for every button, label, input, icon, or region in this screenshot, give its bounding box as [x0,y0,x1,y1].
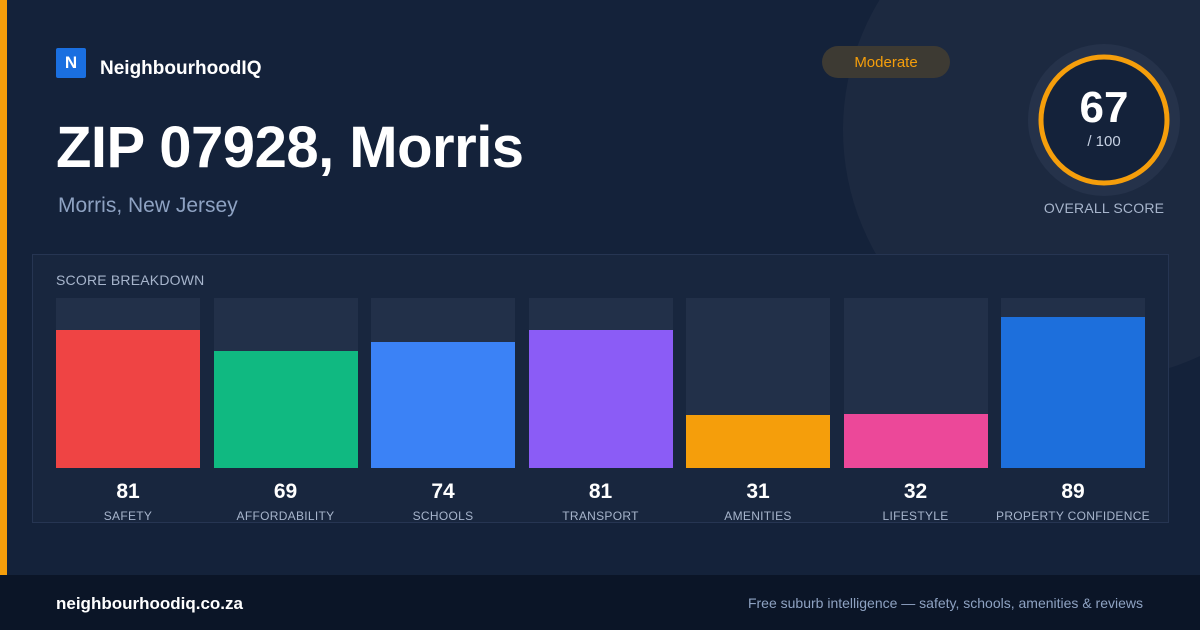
overall-score-gauge: 67 / 100 [1028,44,1180,196]
bar-track-lifestyle [843,298,988,468]
overall-score-label: OVERALL SCORE [1043,200,1165,216]
page-subtitle: Morris, New Jersey [58,194,238,217]
page-title: ZIP 07928, Morris [56,115,524,180]
bar-value-label: 32 [903,480,928,503]
bar-value-label: 81 [588,480,613,503]
score-ring-stroke [1038,54,1170,186]
bar-value-label: 81 [116,480,140,503]
bar-category-label: LIFESTYLE [882,509,949,523]
overall-score-max: / 100 [1087,133,1121,150]
bar-lifestyle [843,413,988,468]
brand[interactable]: N NeighbourhoodIQ [56,46,261,80]
bar-category-label: AMENITIES [724,509,792,523]
bar-track-schools [371,298,515,468]
bar-value-label: 74 [431,480,455,503]
bar-track-safety [56,298,200,468]
bar-value-label: 31 [746,480,770,503]
bar-affordability [213,350,358,468]
accent-strip [0,0,7,575]
bar-schools [371,342,515,468]
score-breakdown-title: SCORE BREAKDOWN [56,272,205,288]
bar-transport [528,330,673,468]
bar-track-affordability [213,298,358,468]
bar-track-transport [528,298,673,468]
rating-badge: Moderate [822,46,950,78]
bar-track-amenities [686,298,830,468]
bar-category-label: TRANSPORT [562,509,639,523]
bar-value-label: 69 [273,480,298,503]
overall-score-value: 67 [1079,83,1129,132]
bar-safety [56,330,200,468]
footer-url-link[interactable]: neighbourhoodiq.co.za [56,594,243,613]
footer-tagline: Free suburb intelligence — safety, schoo… [747,595,1143,611]
brand-logo-icon: N [56,48,86,78]
footer: neighbourhoodiq.co.za Free suburb intell… [0,575,1200,630]
bar-value-label: 89 [1061,480,1085,503]
score-ring [1028,44,1180,196]
score-breakdown-panel: SCORE BREAKDOWN 81 SAFETY 69 AFFORDABILITY 7… [32,254,1169,523]
bar-category-label: SAFETY [103,509,153,523]
bar-category-label: PROPERTY CONFIDENCE [996,509,1150,523]
bar-track-property-confidence [1001,298,1145,468]
bar-amenities [686,415,830,468]
bar-category-label: SCHOOLS [412,509,474,523]
bar-property-confidence [1001,316,1145,468]
bar-category-label: AFFORDABILITY [236,509,335,523]
brand-name: NeighbourhoodIQ [100,58,262,79]
